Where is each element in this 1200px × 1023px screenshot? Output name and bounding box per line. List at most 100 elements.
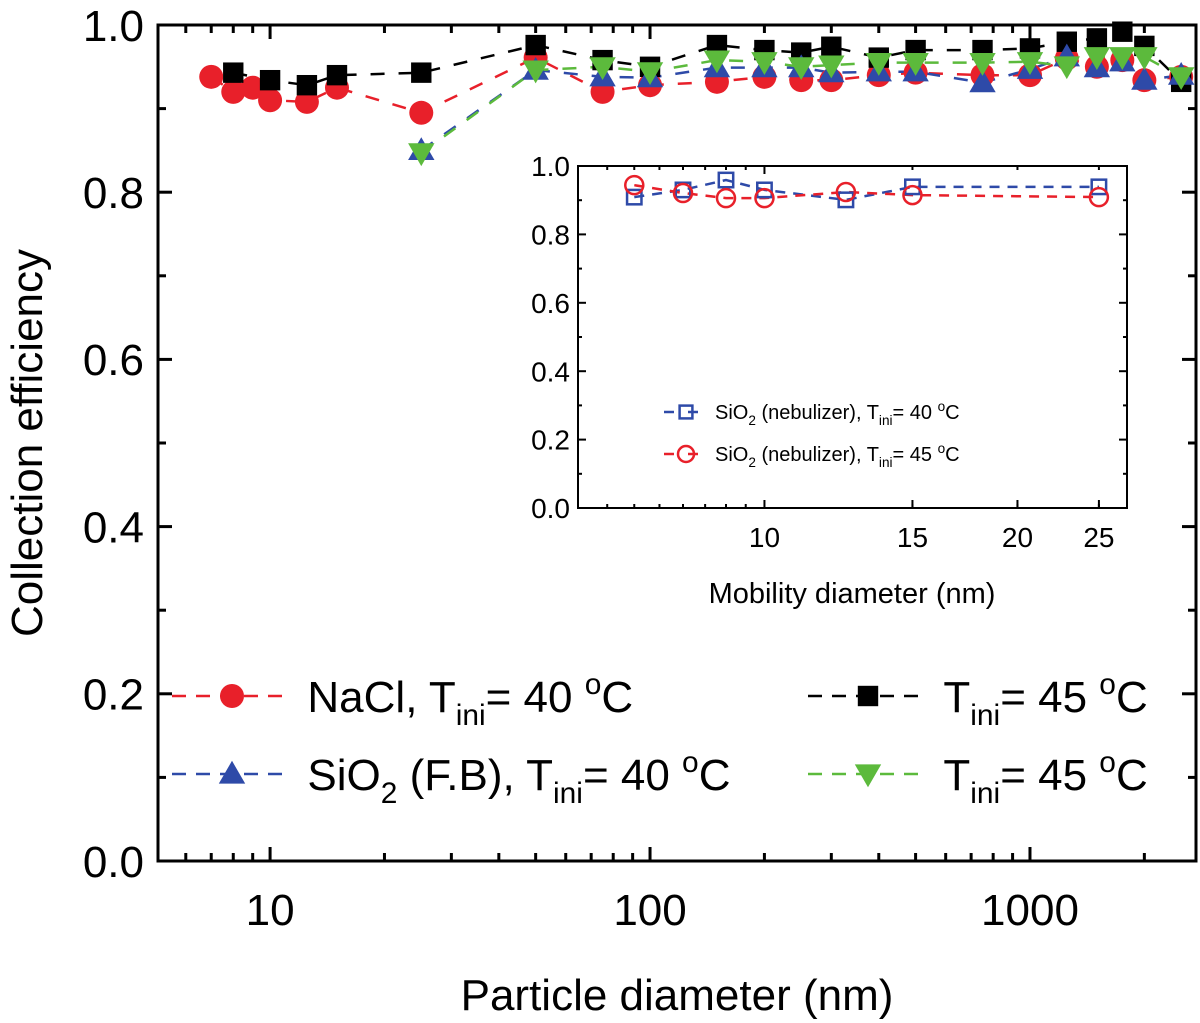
legend-sio2-fb-40-label-sub: ini: [553, 777, 583, 810]
legend-nacl-45-label-sub: ini: [970, 699, 1000, 732]
legend-sio2-fb-40-label-rest: = 40: [583, 751, 682, 800]
legend-sio2-fb-40-label-unit: C: [699, 751, 731, 800]
data-point-series-3: [1083, 47, 1111, 70]
data-point-series-1: [754, 187, 775, 209]
legend-sio2-neb-40-label-unit: C: [945, 402, 959, 424]
legend-sio2-neb-40-label-sub: ini: [879, 413, 893, 428]
legend-sio2-fb-40-label-main: SiO: [307, 751, 380, 800]
data-point-series-1: [296, 74, 318, 96]
legend-sio2-neb-45-label-sub0: 2: [748, 455, 756, 470]
legend-sio2-neb-40-label-sup: o: [938, 399, 946, 414]
inset-plot-background: [578, 166, 1127, 508]
legend-sio2-fb-40-label: SiO2 (F.B), Tini= 40 oC: [307, 746, 730, 810]
inset-axes: 0.0 0.2 0.4 0.6 0.8 1.0 10 15 20 25: [531, 151, 1128, 553]
data-point-series-3: [751, 52, 778, 75]
legend-sio2-neb-45-marker: [676, 444, 696, 464]
y-tick-label: 0.6: [83, 336, 144, 385]
legend-nacl-45-label-rest: = 45: [1000, 673, 1099, 722]
legend-sio2-neb-40-label-main2: (nebulizer), T: [756, 402, 879, 424]
legend-nacl-40-label-sup: o: [585, 668, 602, 701]
legend-sio2-neb-40-marker: [678, 404, 694, 420]
y-tick-label: 0.2: [83, 671, 144, 720]
inset-series-layer: [624, 171, 1110, 209]
legend-sio2-fb-40-label-sub0: 2: [381, 777, 398, 810]
legend-nacl-40-label-main: NaCl, T: [307, 673, 455, 722]
legend-sio2-fb-40-marker: [218, 760, 246, 784]
legend-sio2-neb-40-label-main: SiO: [715, 402, 748, 424]
main-y-axis-label: Collection efficiency: [3, 249, 52, 637]
x-tick-label: 20: [1002, 522, 1033, 553]
data-point-series-0: [199, 64, 224, 89]
data-point-series-3: [408, 143, 435, 167]
data-point-series-0: [240, 75, 265, 100]
data-point-series-3: [818, 55, 845, 79]
data-point-series-0: [294, 89, 319, 114]
data-point-series-1: [1056, 31, 1077, 52]
data-point-series-3: [1131, 47, 1158, 70]
y-tick-label: 0.8: [83, 169, 144, 218]
x-tick-label: 10: [749, 522, 780, 553]
data-point-series-0: [221, 79, 246, 104]
x-tick-label: 10: [246, 886, 295, 935]
y-tick-label: 0.4: [83, 503, 144, 552]
legend-sio2-fb-45-label-main: T: [943, 751, 970, 800]
x-tick-label: 1000: [981, 886, 1079, 935]
y-tick-label: 0.8: [531, 219, 570, 250]
inset-background: [578, 166, 1127, 508]
data-point-series-3: [1016, 52, 1044, 75]
x-tick-label: 25: [1083, 522, 1114, 553]
data-point-series-3: [703, 50, 731, 74]
data-point-series-1: [715, 187, 737, 209]
data-point-series-0: [904, 178, 921, 196]
data-point-series-0: [837, 191, 855, 209]
y-tick-label: 0.2: [531, 425, 570, 456]
legend-nacl-45-label-main: T: [943, 673, 970, 722]
legend-sio2-fb-40-label-main2: (F.B), T: [397, 751, 553, 800]
data-point-series-3: [969, 53, 996, 76]
legend-nacl-45-label: Tini= 45 oC: [943, 668, 1147, 732]
legend-nacl-45-label-sup: o: [1099, 668, 1116, 701]
main-series-layer: [199, 21, 1195, 167]
y-tick-label: 0.6: [531, 288, 570, 319]
data-point-series-1: [326, 64, 348, 86]
data-point-series-1: [411, 62, 432, 83]
data-point-series-1: [525, 34, 546, 56]
data-point-series-3: [865, 53, 892, 76]
legend-sio2-neb-40-label-sub0: 2: [748, 413, 756, 428]
data-point-series-3: [1109, 47, 1136, 70]
data-point-series-3: [636, 62, 664, 86]
inset-x-axis-label: Mobility diameter (nm): [709, 578, 996, 610]
legend-sio2-neb-45-label-sup: o: [938, 441, 946, 456]
legend-sio2-neb-45-label-sub: ini: [879, 455, 893, 470]
legend-sio2-neb-45-label-rest: = 45: [893, 444, 938, 466]
legend-sio2-neb-45-label-main: SiO: [715, 444, 748, 466]
y-tick-label: 0.4: [531, 356, 570, 387]
data-point-series-0: [717, 171, 735, 189]
data-point-series-3: [589, 57, 616, 80]
legend-nacl-40-marker: [220, 684, 244, 708]
data-point-series-3: [788, 57, 815, 80]
data-point-series-3: [522, 60, 549, 84]
data-point-series-1: [1086, 28, 1108, 49]
data-point-series-3: [1053, 56, 1080, 80]
legend-sio2-fb-45-label-unit: C: [1116, 751, 1148, 800]
data-point-series-3: [902, 53, 929, 76]
legend-nacl-40-label-sub: ini: [456, 699, 486, 732]
y-tick-label: 0.0: [531, 493, 570, 524]
data-point-series-0: [258, 88, 283, 113]
data-point-series-1: [706, 34, 728, 56]
data-point-series-2: [1131, 66, 1158, 90]
legend-nacl-45-marker: [857, 685, 879, 707]
data-point-series-1: [624, 174, 645, 196]
legend-sio2-fb-45-label: Tini= 45 oC: [943, 746, 1147, 810]
legend-sio2-fb-45-label-sup: o: [1099, 746, 1116, 779]
legend-sio2-neb-40-label-rest: = 40: [893, 402, 938, 424]
data-point-series-1: [1088, 186, 1110, 208]
y-tick-label: 1.0: [83, 2, 144, 51]
legend-nacl-40-label: NaCl, Tini= 40 oC: [307, 668, 633, 732]
data-point-series-1: [821, 36, 842, 57]
data-point-series-1: [259, 69, 281, 91]
